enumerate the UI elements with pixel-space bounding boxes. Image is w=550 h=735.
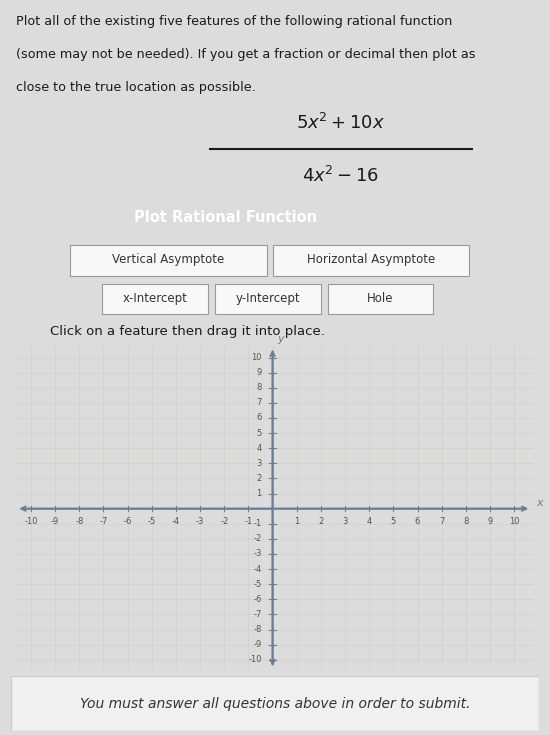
Text: 7: 7	[439, 517, 444, 526]
Text: 3: 3	[256, 459, 262, 467]
Text: 9: 9	[256, 368, 262, 377]
Text: Plot Rational Function: Plot Rational Function	[134, 210, 317, 225]
Text: -5: -5	[254, 580, 262, 589]
Text: -10: -10	[24, 517, 38, 526]
Text: (some may not be needed). If you get a fraction or decimal then plot as: (some may not be needed). If you get a f…	[16, 48, 476, 61]
Text: y-Intercept: y-Intercept	[235, 292, 300, 305]
Text: 1: 1	[256, 489, 262, 498]
Text: 6: 6	[415, 517, 420, 526]
Text: -3: -3	[196, 517, 204, 526]
Text: 2: 2	[318, 517, 323, 526]
Text: -9: -9	[254, 640, 262, 649]
Text: $4x^2 - 16$: $4x^2 - 16$	[302, 166, 379, 187]
Text: 7: 7	[256, 398, 262, 407]
Text: close to the true location as possible.: close to the true location as possible.	[16, 81, 256, 94]
FancyBboxPatch shape	[70, 245, 267, 276]
Text: -2: -2	[254, 534, 262, 543]
Text: 8: 8	[256, 383, 262, 392]
Text: -6: -6	[123, 517, 132, 526]
Text: 9: 9	[487, 517, 493, 526]
Text: -5: -5	[147, 517, 156, 526]
Text: $5x^2 + 10x$: $5x^2 + 10x$	[296, 113, 386, 133]
Text: -8: -8	[254, 625, 262, 634]
FancyBboxPatch shape	[102, 284, 208, 314]
FancyBboxPatch shape	[328, 284, 433, 314]
Text: 1: 1	[294, 517, 299, 526]
Text: You must answer all questions above in order to submit.: You must answer all questions above in o…	[80, 697, 470, 711]
Text: -1: -1	[244, 517, 252, 526]
Text: x-Intercept: x-Intercept	[123, 292, 188, 305]
Text: 4: 4	[256, 444, 262, 453]
Text: 4: 4	[367, 517, 372, 526]
Text: Plot all of the existing five features of the following rational function: Plot all of the existing five features o…	[16, 15, 453, 28]
Text: 10: 10	[509, 517, 519, 526]
Text: 5: 5	[390, 517, 396, 526]
FancyBboxPatch shape	[11, 676, 539, 731]
Text: -7: -7	[254, 610, 262, 619]
Text: -4: -4	[172, 517, 180, 526]
Text: 10: 10	[251, 353, 262, 362]
Text: -10: -10	[248, 656, 262, 664]
Text: 2: 2	[256, 474, 262, 483]
Text: 5: 5	[256, 429, 262, 437]
Text: -7: -7	[100, 517, 108, 526]
Text: -9: -9	[51, 517, 59, 526]
Text: 3: 3	[342, 517, 348, 526]
Text: -1: -1	[254, 519, 262, 528]
Text: x: x	[536, 498, 542, 509]
Text: -4: -4	[254, 564, 262, 573]
Text: Click on a feature then drag it into place.: Click on a feature then drag it into pla…	[50, 325, 324, 338]
FancyBboxPatch shape	[273, 245, 469, 276]
Text: -6: -6	[254, 595, 262, 604]
Text: Horizontal Asymptote: Horizontal Asymptote	[307, 253, 435, 266]
Text: y: y	[278, 334, 284, 344]
Text: -2: -2	[220, 517, 228, 526]
Text: Vertical Asymptote: Vertical Asymptote	[112, 253, 224, 266]
Text: Hole: Hole	[367, 292, 394, 305]
Text: -8: -8	[75, 517, 84, 526]
FancyBboxPatch shape	[215, 284, 321, 314]
Text: 6: 6	[256, 414, 262, 423]
Text: 8: 8	[463, 517, 469, 526]
Text: -3: -3	[254, 550, 262, 559]
